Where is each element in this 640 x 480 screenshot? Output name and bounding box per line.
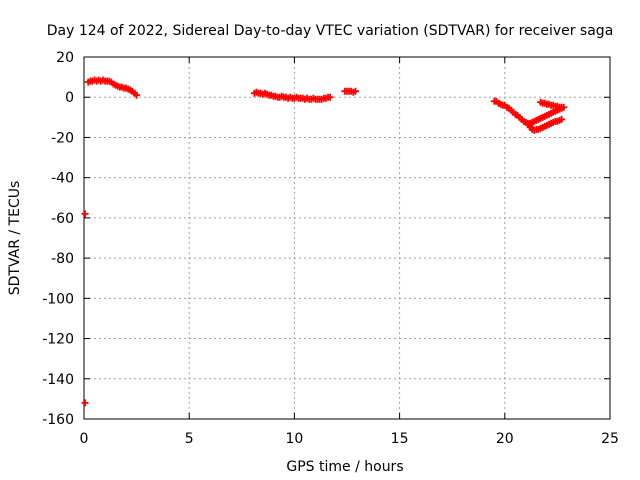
plot-frame xyxy=(83,56,611,420)
data-point xyxy=(133,91,141,99)
data-point xyxy=(558,115,566,123)
data-point xyxy=(81,210,89,218)
x-axis-label: GPS time / hours xyxy=(286,459,403,475)
x-tick-label: 15 xyxy=(391,431,409,447)
data-point xyxy=(81,399,89,407)
tick-labels: 0 5 10 15 20 25 20 0 -20 -40 -60 -80 -100 -120 -140 -16… xyxy=(42,50,619,447)
grid xyxy=(84,57,610,419)
y-tick-label: -20 xyxy=(51,130,74,146)
data-point xyxy=(351,87,359,95)
chart-title: Day 124 of 2022, Sidereal Day-to-day VTE… xyxy=(47,23,614,39)
y-axis-label: SDTVAR / TECUs xyxy=(7,181,23,296)
x-tick-label: 0 xyxy=(80,431,89,447)
axis-ticks xyxy=(83,56,611,420)
y-tick-label: -160 xyxy=(42,412,74,428)
x-tick-label: 10 xyxy=(285,431,303,447)
y-tick-label: -100 xyxy=(42,291,74,307)
y-tick-label: -120 xyxy=(42,332,74,348)
y-tick-label: -40 xyxy=(51,171,74,187)
x-tick-label: 20 xyxy=(496,431,514,447)
x-tick-label: 5 xyxy=(185,431,194,447)
y-tick-label: -60 xyxy=(51,211,74,227)
y-tick-label: -80 xyxy=(51,251,74,267)
y-tick-label: 20 xyxy=(56,50,74,66)
data-points xyxy=(81,76,568,407)
y-tick-label: -140 xyxy=(42,372,74,388)
x-tick-label: 25 xyxy=(601,431,619,447)
data-point xyxy=(558,103,566,111)
y-tick-label: 0 xyxy=(65,90,74,106)
data-point xyxy=(326,93,334,101)
